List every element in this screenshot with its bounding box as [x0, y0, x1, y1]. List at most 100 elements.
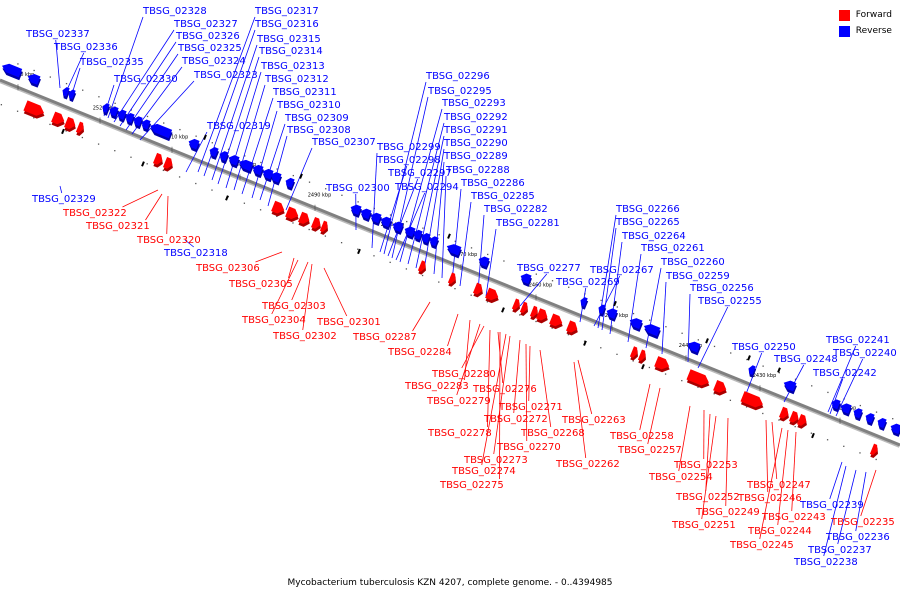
forward-gene-label[interactable]: TBSG_02246 — [737, 493, 802, 504]
reverse-gene-label[interactable]: TBSG_02255 — [697, 296, 762, 307]
forward-gene-label[interactable]: TBSG_02276 — [472, 384, 537, 395]
reverse-gene-label[interactable]: TBSG_02265 — [615, 217, 680, 228]
forward-gene-label[interactable]: TBSG_02274 — [451, 466, 516, 477]
forward-gene-label[interactable]: TBSG_02272 — [483, 414, 548, 425]
reverse-gene-label[interactable]: TBSG_02330 — [113, 74, 178, 85]
reverse-gene-label[interactable]: TBSG_02311 — [272, 87, 337, 98]
reverse-gene-label[interactable]: TBSG_02289 — [443, 151, 508, 162]
forward-gene-label[interactable]: TBSG_02247 — [746, 480, 811, 491]
reverse-gene-label[interactable]: TBSG_02316 — [254, 19, 319, 30]
reverse-gene-label[interactable]: TBSG_02237 — [807, 545, 872, 556]
forward-gene-label[interactable]: TBSG_02251 — [671, 520, 736, 531]
forward-gene-label[interactable]: TBSG_02270 — [496, 442, 561, 453]
forward-gene-label[interactable]: TBSG_02253 — [673, 460, 738, 471]
reverse-gene-label[interactable]: TBSG_02299 — [376, 142, 441, 153]
forward-gene-label[interactable]: TBSG_02321 — [85, 221, 150, 232]
reverse-gene-label[interactable]: TBSG_02238 — [793, 557, 858, 568]
reverse-gene-label[interactable]: TBSG_02313 — [260, 61, 325, 72]
reverse-gene-label[interactable]: TBSG_02327 — [173, 19, 238, 30]
reverse-gene-label[interactable]: TBSG_02323 — [193, 70, 258, 81]
forward-gene-label[interactable]: TBSG_02322 — [62, 208, 127, 219]
reverse-gene-label[interactable]: TBSG_02264 — [621, 231, 686, 242]
forward-gene-label[interactable]: TBSG_02275 — [439, 480, 504, 491]
reverse-gene-label[interactable]: TBSG_02260 — [660, 257, 725, 268]
reverse-gene-label[interactable]: TBSG_02335 — [79, 57, 144, 68]
forward-gene-label[interactable]: TBSG_02284 — [387, 347, 452, 358]
reverse-gene-label[interactable]: TBSG_02236 — [825, 532, 890, 543]
reverse-gene-label[interactable]: TBSG_02298 — [376, 155, 441, 166]
forward-gene-label[interactable]: TBSG_02306 — [195, 263, 260, 274]
reverse-gene-label[interactable]: TBSG_02308 — [286, 125, 351, 136]
forward-gene-label[interactable]: TBSG_02258 — [609, 431, 674, 442]
reverse-gene-label[interactable]: TBSG_02286 — [460, 178, 525, 189]
reverse-gene-label[interactable]: TBSG_02324 — [181, 56, 246, 67]
reverse-gene-label[interactable]: TBSG_02277 — [516, 263, 581, 274]
forward-gene-label[interactable]: TBSG_02283 — [404, 381, 469, 392]
reverse-gene-label[interactable]: TBSG_02285 — [470, 191, 535, 202]
reverse-gene-label[interactable]: TBSG_02309 — [284, 113, 349, 124]
forward-gene-label[interactable]: TBSG_02252 — [675, 492, 740, 503]
reverse-gene-label[interactable]: TBSG_02292 — [443, 112, 508, 123]
forward-gene-label[interactable]: TBSG_02280 — [431, 369, 496, 380]
reverse-gene-label[interactable]: TBSG_02314 — [258, 46, 323, 57]
forward-gene-label[interactable]: TBSG_02262 — [555, 459, 620, 470]
reverse-gene-label[interactable]: TBSG_02296 — [425, 71, 490, 82]
forward-gene-label[interactable]: TBSG_02244 — [747, 526, 812, 537]
reverse-gene-label[interactable]: TBSG_02318 — [163, 248, 228, 259]
reverse-gene-label[interactable]: TBSG_02250 — [731, 342, 796, 353]
forward-gene-label[interactable]: TBSG_02301 — [316, 317, 381, 328]
reverse-gene-label[interactable]: TBSG_02240 — [832, 348, 897, 359]
reverse-gene-label[interactable]: TBSG_02288 — [445, 165, 510, 176]
forward-gene-label[interactable]: TBSG_02320 — [136, 235, 201, 246]
reverse-gene-label[interactable]: TBSG_02337 — [25, 29, 90, 40]
reverse-gene-label[interactable]: TBSG_02297 — [387, 168, 452, 179]
reverse-gene-label[interactable]: TBSG_02328 — [142, 6, 207, 17]
reverse-gene — [413, 229, 424, 243]
reverse-gene-label[interactable]: TBSG_02291 — [443, 125, 508, 136]
forward-gene-label[interactable]: TBSG_02273 — [463, 455, 528, 466]
reverse-gene-label[interactable]: TBSG_02269 — [555, 277, 620, 288]
reverse-gene-label[interactable]: TBSG_02307 — [311, 137, 376, 148]
reverse-gene-label[interactable]: TBSG_02300 — [325, 183, 390, 194]
reverse-gene-label[interactable]: TBSG_02281 — [495, 218, 560, 229]
reverse-gene-label[interactable]: TBSG_02294 — [394, 182, 459, 193]
forward-gene-label[interactable]: TBSG_02302 — [272, 331, 337, 342]
forward-gene-label[interactable]: TBSG_02278 — [427, 428, 492, 439]
forward-gene-label[interactable]: TBSG_02245 — [729, 540, 794, 551]
reverse-gene-label[interactable]: TBSG_02336 — [53, 42, 118, 53]
reverse-gene-label[interactable]: TBSG_02267 — [589, 265, 654, 276]
reverse-gene-label[interactable]: TBSG_02310 — [276, 100, 341, 111]
forward-gene-label[interactable]: TBSG_02249 — [695, 507, 760, 518]
reverse-gene-label[interactable]: TBSG_02261 — [640, 243, 705, 254]
reverse-gene-label[interactable]: TBSG_02241 — [825, 335, 890, 346]
reverse-gene-label[interactable]: TBSG_02295 — [427, 86, 492, 97]
reverse-gene-label[interactable]: TBSG_02290 — [443, 138, 508, 149]
forward-gene-label[interactable]: TBSG_02268 — [520, 428, 585, 439]
reverse-gene-label[interactable]: TBSG_02315 — [256, 34, 321, 45]
reverse-gene-label[interactable]: TBSG_02282 — [483, 204, 548, 215]
reverse-gene-label[interactable]: TBSG_02266 — [615, 204, 680, 215]
forward-gene-label[interactable]: TBSG_02263 — [561, 415, 626, 426]
forward-gene-label[interactable]: TBSG_02235 — [830, 517, 895, 528]
forward-gene-label[interactable]: TBSG_02303 — [261, 301, 326, 312]
reverse-gene-label[interactable]: TBSG_02242 — [812, 368, 877, 379]
forward-gene-label[interactable]: TBSG_02304 — [241, 315, 306, 326]
reverse-gene-label[interactable]: TBSG_02326 — [175, 31, 240, 42]
reverse-gene-label[interactable]: TBSG_02293 — [441, 98, 506, 109]
reverse-gene-label[interactable]: TBSG_02329 — [31, 194, 96, 205]
reverse-gene-label[interactable]: TBSG_02317 — [254, 6, 319, 17]
reverse-gene-label[interactable]: TBSG_02325 — [177, 43, 242, 54]
forward-gene-label[interactable]: TBSG_02287 — [352, 332, 417, 343]
reverse-gene-label[interactable]: TBSG_02312 — [264, 74, 329, 85]
reverse-gene-label[interactable]: TBSG_02259 — [665, 271, 730, 282]
forward-gene-label[interactable]: TBSG_02257 — [617, 445, 682, 456]
reverse-gene-label[interactable]: TBSG_02239 — [799, 500, 864, 511]
reverse-gene-label[interactable]: TBSG_02256 — [689, 283, 754, 294]
forward-gene-label[interactable]: TBSG_02279 — [426, 396, 491, 407]
forward-gene-label[interactable]: TBSG_02254 — [648, 472, 713, 483]
reverse-gene-label[interactable]: TBSG_02319 — [206, 121, 271, 132]
forward-gene-label[interactable]: TBSG_02243 — [761, 512, 826, 523]
forward-gene-label[interactable]: TBSG_02305 — [228, 279, 293, 290]
forward-gene-label[interactable]: TBSG_02271 — [498, 402, 563, 413]
reverse-gene-label[interactable]: TBSG_02248 — [773, 354, 838, 365]
